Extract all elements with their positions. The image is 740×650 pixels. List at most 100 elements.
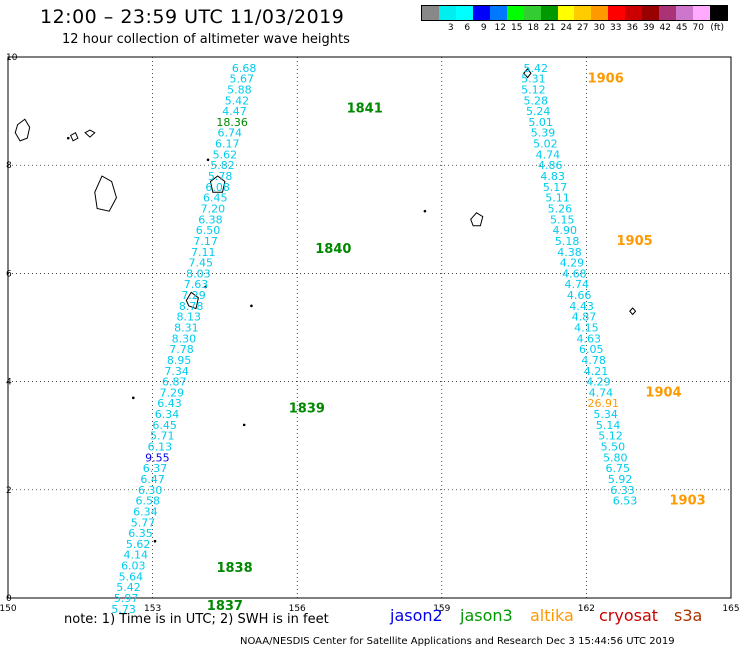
swh-value-label: 6.13 (148, 441, 173, 454)
swh-value-label: 7.34 (164, 365, 189, 378)
map-frame (7, 56, 732, 599)
legend-scale-label: 24 (560, 23, 572, 33)
figure-title: 12:00 – 23:59 UTC 11/03/2019 (40, 6, 345, 28)
legend-scale-label: 30 (593, 23, 605, 33)
swh-value-label: 5.18 (555, 235, 580, 248)
y-tick-label: 10 (6, 53, 18, 63)
swh-value-label: 6.53 (613, 495, 638, 508)
swh-value-label: 7.29 (160, 386, 185, 399)
legend-jason3: jason3 (460, 606, 513, 625)
swh-value-label: 7.17 (193, 235, 218, 248)
island-outline (185, 291, 199, 310)
swh-value-label: 5.80 (603, 451, 628, 464)
x-tick-label: 159 (433, 604, 450, 614)
swh-value-label: 6.45 (152, 419, 177, 432)
pass-time-label: 1840 (315, 242, 351, 257)
swh-value-label: 5.50 (601, 441, 626, 454)
legend-swatch (506, 6, 524, 20)
legend-swatch (438, 6, 456, 20)
legend-swatch (540, 6, 558, 20)
swh-value-label: 5.67 (230, 73, 255, 86)
swh-value-label: 5.78 (208, 170, 233, 183)
swh-value-label: 6.34 (155, 408, 180, 421)
swh-value-label: 6.17 (215, 138, 240, 151)
y-tick-label: 8 (6, 161, 12, 171)
legend-scale-label: 45 (675, 23, 688, 33)
island-outline (70, 132, 79, 142)
island-dot (206, 158, 210, 162)
swh-value-label: 4.63 (577, 332, 602, 345)
swh-value-label: 7.29 (181, 289, 206, 302)
legend-swatch (608, 6, 626, 20)
x-tick-label: 162 (578, 604, 595, 614)
swh-value-label: 5.26 (548, 202, 573, 215)
swh-value-label: 6.45 (203, 192, 228, 205)
island-outline (629, 307, 637, 316)
swh-value-label: 4.66 (567, 289, 592, 302)
x-tick-label: 156 (289, 604, 306, 614)
pass-time-label: 1905 (617, 234, 653, 249)
swh-value-label: 7.20 (201, 202, 226, 215)
swh-value-label: 7.78 (169, 343, 194, 356)
legend-swatch (489, 6, 507, 20)
swh-value-label: 4.87 (572, 311, 597, 324)
y-tick-label: 6 (6, 269, 12, 279)
swh-value-label: 4.47 (222, 105, 247, 118)
legend-swatches (421, 5, 728, 21)
legend-swatch (455, 6, 473, 20)
swh-value-label: 5.24 (526, 105, 551, 118)
legend-swatch (422, 6, 439, 20)
swh-value-label: 6.30 (138, 484, 163, 497)
legend-scale-label: 21 (543, 23, 556, 33)
swh-value-label: 5.12 (521, 83, 546, 96)
swh-value-label: 5.73 (111, 603, 136, 616)
pass-time-label: 1839 (289, 402, 325, 417)
legend-unit-label: (ft) (710, 23, 724, 33)
legend-altika: altika (530, 606, 574, 625)
swh-value-label: 5.15 (550, 213, 575, 226)
swh-value-label: 6.33 (610, 484, 635, 497)
legend-swatch (574, 6, 592, 20)
legend-scale-label: 39 (642, 23, 655, 33)
swh-value-label: 4.21 (584, 365, 609, 378)
swh-value-label: 4.14 (123, 549, 148, 562)
swh-value-label: 4.29 (586, 376, 611, 389)
island-outline (209, 175, 226, 193)
swh-value-label: 6.03 (121, 560, 146, 573)
swh-value-label: 4.68 (562, 267, 587, 280)
island-dot (66, 136, 70, 140)
swh-value-label: 5.17 (543, 181, 568, 194)
legend-labels: 3 6 9 12 15 18 21 24 27 30 33 36 39 42 45 70 (ft) (421, 23, 728, 33)
swh-value-label: 5.11 (545, 192, 570, 205)
swh-value-label: 4.43 (569, 300, 594, 313)
swh-value-label: 5.97 (114, 592, 139, 605)
swh-value-label: 6.87 (162, 376, 187, 389)
figure-subtitle: 12 hour collection of altimeter wave hei… (62, 32, 350, 47)
swh-value-label: 5.88 (227, 83, 252, 96)
pass-time-label: 1903 (670, 494, 706, 509)
legend-scale-label: 42 (659, 23, 671, 33)
swh-value-label: 7.63 (184, 278, 209, 291)
swh-value-label: 6.58 (136, 495, 161, 508)
swh-value-label: 5.71 (150, 430, 175, 443)
island-outline (14, 118, 31, 142)
legend-swatch (625, 6, 643, 20)
swh-value-label: 5.42 (116, 581, 141, 594)
swh-value-label: 5.82 (210, 159, 235, 172)
legend-scale-label: 15 (510, 23, 523, 33)
x-tick-label: 150 (0, 604, 17, 614)
swh-value-label: 7.11 (191, 246, 216, 259)
footer-note: note: 1) Time is in UTC; 2) SWH is in fe… (64, 612, 329, 627)
swh-value-label: 6.08 (205, 181, 230, 194)
island-outline (94, 175, 117, 212)
pass-time-label: 1904 (645, 385, 681, 400)
swh-value-label: 6.34 (133, 505, 158, 518)
swh-value-label: 5.28 (524, 94, 549, 107)
swh-value-label: 18.36 (216, 116, 248, 129)
swh-value-label: 6.47 (140, 473, 165, 486)
legend-scale-label: 36 (626, 23, 638, 33)
swh-value-label: 8.31 (174, 322, 199, 335)
legend-swatch (659, 6, 677, 20)
